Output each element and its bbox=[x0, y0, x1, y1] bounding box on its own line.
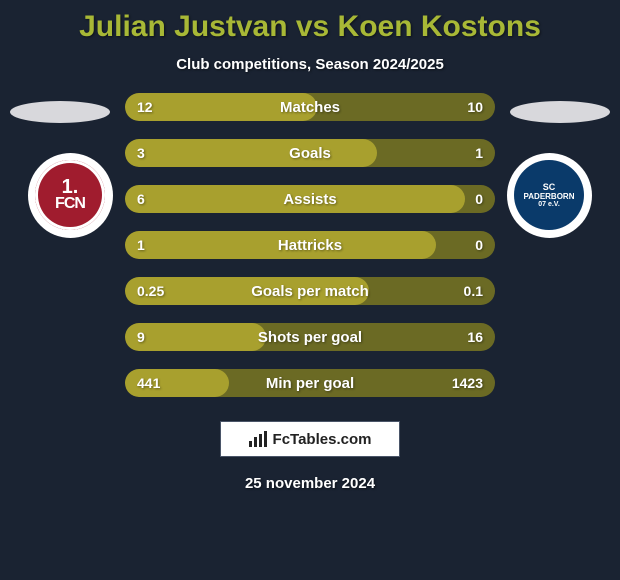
stat-label: Goals per match bbox=[125, 283, 495, 300]
stat-label: Assists bbox=[125, 191, 495, 208]
stat-row: 3Goals1 bbox=[125, 139, 495, 167]
shadow-ellipse-right bbox=[510, 101, 610, 123]
club-right-line3: 07 e.V. bbox=[538, 201, 560, 209]
stat-value-right: 0 bbox=[475, 191, 483, 207]
chart-icon bbox=[249, 431, 267, 447]
stat-row: 6Assists0 bbox=[125, 185, 495, 213]
club-badge-left: 1. FCN bbox=[28, 153, 113, 238]
stat-label: Min per goal bbox=[125, 375, 495, 392]
club-right-line1: SC bbox=[543, 182, 556, 192]
stat-row: 9Shots per goal16 bbox=[125, 323, 495, 351]
page-subtitle: Club competitions, Season 2024/2025 bbox=[0, 56, 620, 73]
stat-row: 0.25Goals per match0.1 bbox=[125, 277, 495, 305]
page-title: Julian Justvan vs Koen Kostons bbox=[0, 0, 620, 44]
club-left-line1: 1. bbox=[62, 178, 79, 196]
stat-label: Hattricks bbox=[125, 237, 495, 254]
stat-value-right: 0.1 bbox=[464, 283, 483, 299]
stat-value-right: 1423 bbox=[452, 375, 483, 391]
stat-row: 1Hattricks0 bbox=[125, 231, 495, 259]
shadow-ellipse-left bbox=[10, 101, 110, 123]
footer-brand-badge: FcTables.com bbox=[220, 421, 400, 457]
comparison-content: 1. FCN SC PADERBORN 07 e.V. 12Matches10 3… bbox=[0, 93, 620, 397]
stat-value-right: 16 bbox=[467, 329, 483, 345]
stat-row: 441Min per goal1423 bbox=[125, 369, 495, 397]
stat-label: Shots per goal bbox=[125, 329, 495, 346]
club-badge-right: SC PADERBORN 07 e.V. bbox=[507, 153, 592, 238]
stat-value-right: 0 bbox=[475, 237, 483, 253]
stat-value-right: 10 bbox=[467, 99, 483, 115]
footer-brand-text: FcTables.com bbox=[273, 431, 372, 448]
club-badge-left-inner: 1. FCN bbox=[35, 160, 105, 230]
club-badge-right-inner: SC PADERBORN 07 e.V. bbox=[514, 160, 584, 230]
stat-row: 12Matches10 bbox=[125, 93, 495, 121]
stat-bars: 12Matches103Goals16Assists01Hattricks00.… bbox=[125, 93, 495, 397]
club-right-line2: PADERBORN bbox=[524, 192, 575, 201]
stat-value-right: 1 bbox=[475, 145, 483, 161]
stat-label: Goals bbox=[125, 145, 495, 162]
stat-label: Matches bbox=[125, 99, 495, 116]
date-text: 25 november 2024 bbox=[0, 475, 620, 492]
club-left-line2: FCN bbox=[55, 196, 85, 212]
